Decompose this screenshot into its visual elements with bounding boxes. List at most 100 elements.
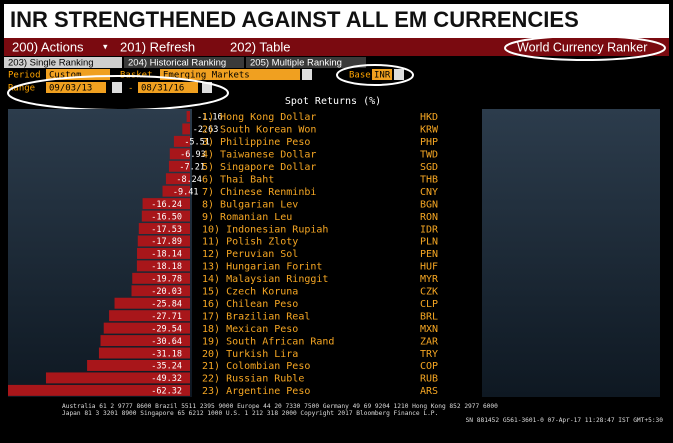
- bar: [137, 235, 190, 247]
- category-label: 2) South Korean Won: [202, 125, 316, 136]
- value-label: -62.32: [151, 387, 182, 397]
- category-label: 18) Mexican Peso: [202, 324, 298, 335]
- category-label: 21) Colombian Peso: [202, 361, 310, 372]
- field-box[interactable]: [138, 82, 198, 93]
- calendar-button[interactable]: [112, 82, 122, 93]
- currency-code: HUF: [420, 262, 438, 273]
- field-label: Period: [8, 71, 41, 81]
- value-label: -25.84: [151, 299, 182, 309]
- value-label: -2.63: [193, 125, 219, 135]
- category-label: 3) Philippine Peso: [202, 137, 310, 148]
- dropdown-button[interactable]: [302, 69, 312, 80]
- currency-code: ZAR: [420, 336, 439, 347]
- field-box[interactable]: [372, 69, 392, 80]
- value-label: -16.50: [151, 212, 182, 222]
- dropdown-button[interactable]: [394, 69, 404, 80]
- bar: [100, 335, 190, 347]
- bar: [141, 210, 190, 222]
- value-label: -29.54: [151, 324, 182, 334]
- category-label: 13) Hungarian Forint: [202, 262, 322, 273]
- category-label: 9) Romanian Leu: [202, 212, 292, 223]
- currency-code: CLP: [420, 299, 438, 310]
- value-label: -17.89: [151, 237, 182, 247]
- value-label: -6.93: [180, 150, 206, 160]
- calendar-button[interactable]: [202, 82, 212, 93]
- field-box[interactable]: [46, 82, 106, 93]
- currency-code: PHP: [420, 137, 438, 148]
- bar: [131, 285, 190, 297]
- bar: [114, 297, 190, 309]
- currency-code: MYR: [420, 274, 439, 285]
- bar: [173, 135, 190, 147]
- value-label: -35.24: [151, 362, 182, 372]
- field-value[interactable]: INR: [374, 71, 391, 81]
- value-label: -8.24: [176, 175, 202, 185]
- value-label: -5.51: [184, 138, 210, 148]
- field-label: Base: [349, 71, 371, 81]
- bar: [186, 111, 190, 122]
- tab[interactable]: [124, 57, 244, 68]
- tab-label[interactable]: 204) Historical Ranking: [128, 58, 226, 69]
- currency-code: BRL: [420, 311, 438, 322]
- field-box[interactable]: [160, 69, 300, 80]
- bar: [138, 223, 190, 234]
- highlight-ellipse: [504, 35, 666, 61]
- highlight-ellipse: [336, 64, 414, 86]
- tab-label[interactable]: 205) Multiple Ranking: [250, 58, 342, 69]
- category-label: 8) Bulgarian Lev: [202, 199, 298, 210]
- field-label: Range: [8, 84, 35, 94]
- currency-code: TRY: [420, 349, 438, 360]
- title: INR STRENGTHENED AGAINST ALL EM CURRENCI…: [10, 7, 579, 32]
- field-value[interactable]: Custom: [49, 71, 82, 81]
- app-name: World Currency Ranker: [517, 40, 647, 54]
- currency-code: THB: [420, 174, 438, 185]
- field-value[interactable]: 09/03/13: [49, 84, 92, 94]
- category-label: 7) Chinese Renminbi: [202, 187, 316, 198]
- bar: [132, 272, 190, 284]
- field-value[interactable]: Emerging Markets: [163, 71, 250, 81]
- currency-code: COP: [420, 361, 438, 372]
- category-label: 20) Turkish Lira: [202, 349, 298, 360]
- bar: [168, 160, 190, 172]
- bar: [109, 310, 190, 322]
- bar: [103, 322, 190, 334]
- footer-line: Japan 81 3 3201 8900 Singapore 65 6212 1…: [62, 410, 438, 417]
- category-label: 17) Brazilian Real: [202, 311, 310, 322]
- title-band: [4, 4, 669, 38]
- category-label: 22) Russian Ruble: [202, 374, 304, 385]
- value-label: -49.32: [151, 374, 182, 384]
- tab[interactable]: [246, 57, 366, 68]
- bar: [182, 123, 190, 135]
- footer-line: Australia 61 2 9777 8600 Brazil 5511 239…: [62, 403, 498, 410]
- currency-code: IDR: [420, 224, 439, 235]
- category-label: 6) Thai Baht: [202, 174, 274, 185]
- value-label: -9.41: [173, 187, 199, 197]
- field-value[interactable]: 08/31/16: [141, 84, 184, 94]
- category-label: 10) Indonesian Rupiah: [202, 224, 328, 235]
- menu-item[interactable]: 202) Table: [230, 39, 290, 54]
- bar: [45, 372, 191, 384]
- currency-code: CNY: [420, 187, 438, 198]
- currency-code: HKD: [420, 112, 438, 123]
- category-label: 11) Polish Zloty: [202, 237, 298, 248]
- menu-item[interactable]: 200) Actions: [12, 39, 84, 54]
- currency-code: PLN: [420, 237, 438, 248]
- bar: [137, 247, 190, 259]
- value-label: -27.71: [151, 312, 182, 322]
- footer: Australia 61 2 9777 8600 Brazil 5511 239…: [62, 403, 663, 424]
- currency-code: MXN: [420, 324, 438, 335]
- category-label: 15) Czech Koruna: [202, 287, 298, 298]
- bar: [162, 185, 190, 197]
- field-box[interactable]: [46, 69, 110, 80]
- side-panel: [482, 109, 660, 397]
- category-label: 1) Hong Kong Dollar: [202, 112, 316, 123]
- value-label: -7.21: [179, 163, 205, 173]
- menu-bar: [4, 38, 669, 56]
- menu-item[interactable]: 201) Refresh: [120, 39, 195, 54]
- bar: [87, 360, 190, 371]
- tab-active[interactable]: [4, 57, 122, 68]
- footer-line: SN 881452 G561-3601-0 07-Apr-17 11:28:47…: [466, 417, 664, 424]
- separator: -: [128, 84, 133, 94]
- tab-label[interactable]: 203) Single Ranking: [8, 58, 94, 69]
